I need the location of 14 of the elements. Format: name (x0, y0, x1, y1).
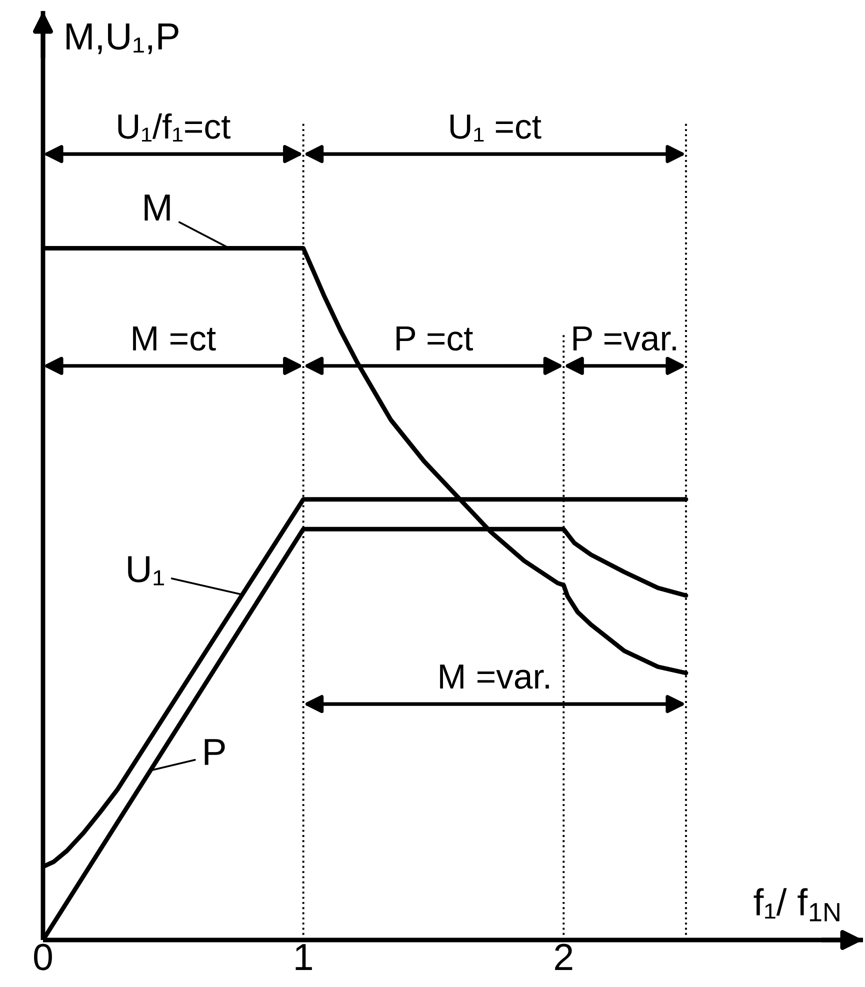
x-tick-label: 0 (34, 944, 52, 970)
text: U₁/f₁=ct (118, 113, 230, 142)
legend-label: P (204, 739, 225, 765)
text: U₁ =ct (450, 114, 542, 142)
text: M,U₁,P (66, 24, 178, 54)
annotation: M =var. (440, 664, 549, 689)
annotation: M =ct (133, 326, 216, 351)
x-tick-label: 2 (555, 944, 572, 970)
x-tick-label: 1 (296, 944, 312, 970)
annotation: P =ct (396, 326, 473, 351)
series-label: M (144, 194, 170, 220)
annotation: P =var. (573, 326, 676, 351)
series-label: U₁ (128, 556, 164, 586)
x-axis-title: f₁/ f$_{1N}$ (754, 888, 840, 922)
